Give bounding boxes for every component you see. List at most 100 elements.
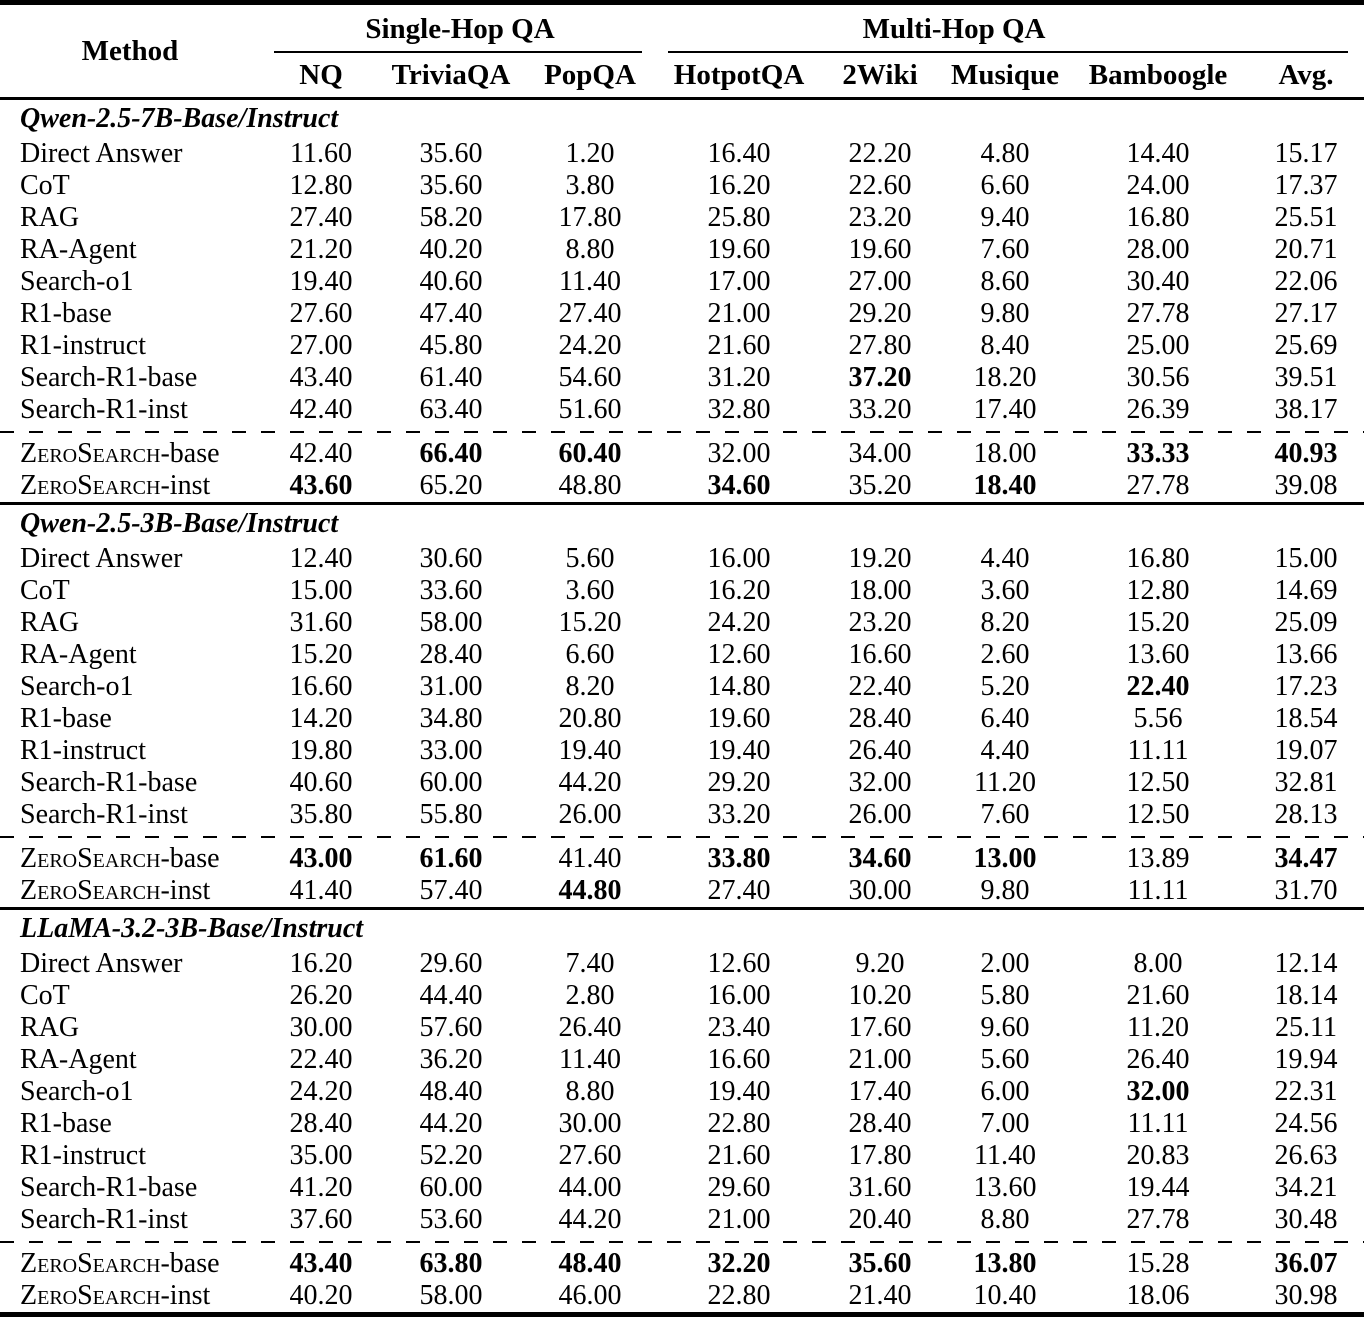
- value-cell: 27.00: [289, 330, 353, 361]
- value-cell: 5.80: [980, 980, 1030, 1011]
- value-cell: 19.20: [848, 543, 912, 574]
- dashed-line: [0, 1241, 1364, 1243]
- value-cell: 35.60: [848, 1248, 912, 1279]
- value-cell: 1.20: [565, 138, 615, 169]
- value-cell: 29.60: [707, 1172, 771, 1203]
- value-cell: 13.80: [973, 1248, 1037, 1279]
- value-cell: 26.40: [558, 1012, 622, 1043]
- table-row: Search-o1 24.20 48.40 8.80 19.40 17.40 6.00 32.…: [0, 1076, 1364, 1108]
- value-cell: 11.60: [290, 138, 352, 169]
- value-cell: 20.71: [1274, 234, 1338, 265]
- value-cell: 21.60: [707, 1140, 771, 1171]
- value-cell: 33.20: [848, 394, 912, 425]
- method-cell: CoT: [20, 575, 70, 606]
- dashed-separator-row: [0, 426, 1364, 438]
- table-row: Search-R1-inst 37.60 53.60 44.20 21.00 20.40 8…: [0, 1204, 1364, 1236]
- method-cell: ZeroSearch-inst: [0, 1280, 260, 1315]
- value-cell: 53.60: [419, 1204, 483, 1235]
- value-cell: 12.50: [1126, 799, 1190, 830]
- value-cell: 28.13: [1274, 799, 1338, 830]
- value-cell: 22.20: [848, 138, 912, 169]
- value-cell: 3.60: [565, 575, 615, 606]
- value-cell: 13.00: [973, 843, 1037, 874]
- value-cell: 8.00: [1133, 948, 1183, 979]
- value-cell: 29.20: [707, 767, 771, 798]
- value-cell: 22.80: [707, 1108, 771, 1139]
- table-row: ZeroSearch-inst 41.40 57.40 44.80 27.40 30.00…: [0, 875, 1364, 909]
- value-cell: 22.40: [848, 671, 912, 702]
- method-cell: Search-R1-inst: [20, 1204, 188, 1235]
- value-cell: 16.20: [289, 948, 353, 979]
- value-cell: 26.20: [289, 980, 353, 1011]
- value-cell: 11.20: [974, 767, 1036, 798]
- value-cell: 17.23: [1274, 671, 1338, 702]
- value-cell: 30.40: [1126, 266, 1190, 297]
- value-cell: 16.00: [707, 980, 771, 1011]
- table-row: Search-R1-base 41.20 60.00 44.00 29.60 31.60 1…: [0, 1172, 1364, 1204]
- value-cell: 4.40: [980, 543, 1030, 574]
- value-cell: 34.47: [1274, 843, 1338, 874]
- value-cell: 5.20: [980, 671, 1030, 702]
- method-cell: Direct Answer: [20, 138, 183, 169]
- method-name-smallcaps: ZeroSearch: [20, 1248, 161, 1279]
- table-row: ZeroSearch-inst 40.20 58.00 46.00 22.80 21.40…: [0, 1280, 1364, 1315]
- value-cell: 27.17: [1274, 298, 1338, 329]
- value-cell: 40.20: [289, 1280, 353, 1311]
- value-cell: 61.40: [419, 362, 483, 393]
- value-cell: 27.40: [558, 298, 622, 329]
- value-cell: 33.60: [419, 575, 483, 606]
- table-row: R1-instruct 19.80 33.00 19.40 19.40 26.40 4.40…: [0, 735, 1364, 767]
- value-cell: 15.00: [1274, 543, 1338, 574]
- value-cell: 21.00: [707, 1204, 771, 1235]
- column-header-triviaqa: TriviaQA: [382, 53, 520, 100]
- table-row: ZeroSearch-base 43.00 61.60 41.40 33.80 34.60…: [0, 843, 1364, 875]
- value-cell: 17.80: [848, 1140, 912, 1171]
- value-cell: 32.00: [848, 767, 912, 798]
- group-header-single-hop: Single-Hop QA: [260, 3, 660, 54]
- value-cell: 12.80: [289, 170, 353, 201]
- value-cell: 15.20: [289, 639, 353, 670]
- value-cell: 30.48: [1274, 1204, 1338, 1235]
- value-cell: 18.06: [1126, 1280, 1190, 1311]
- value-cell: 27.78: [1126, 470, 1190, 501]
- column-header-hotpotqa: HotpotQA: [660, 53, 819, 100]
- method-name-suffix: -base: [160, 843, 220, 874]
- method-cell: Direct Answer: [20, 948, 183, 979]
- value-cell: 65.20: [419, 470, 483, 501]
- value-cell: 36.20: [419, 1044, 483, 1075]
- value-cell: 22.80: [707, 1280, 771, 1311]
- value-cell: 35.00: [289, 1140, 353, 1171]
- value-cell: 26.63: [1274, 1140, 1338, 1171]
- value-cell: 24.00: [1126, 170, 1190, 201]
- value-cell: 11.11: [1127, 875, 1189, 906]
- value-cell: 40.60: [289, 767, 353, 798]
- section-title: Qwen-2.5-7B-Base/Instruct: [20, 103, 339, 134]
- method-cell: CoT: [20, 980, 70, 1011]
- value-cell: 25.69: [1274, 330, 1338, 361]
- method-name-suffix: -inst: [160, 875, 211, 906]
- table-row: Search-R1-base 40.60 60.00 44.20 29.20 32.00 1…: [0, 767, 1364, 799]
- value-cell: 18.14: [1274, 980, 1338, 1011]
- value-cell: 60.00: [419, 767, 483, 798]
- method-cell: R1-instruct: [20, 330, 146, 361]
- value-cell: 29.60: [419, 948, 483, 979]
- value-cell: 44.20: [558, 767, 622, 798]
- method-cell: RAG: [20, 202, 80, 233]
- value-cell: 8.20: [565, 671, 615, 702]
- value-cell: 26.39: [1126, 394, 1190, 425]
- section-title: LLaMA-3.2-3B-Base/Instruct: [0, 907, 1364, 948]
- value-cell: 25.11: [1275, 1012, 1337, 1043]
- value-cell: 26.40: [1126, 1044, 1190, 1075]
- value-cell: 44.80: [558, 875, 622, 906]
- value-cell: 14.69: [1274, 575, 1338, 606]
- value-cell: 28.40: [419, 639, 483, 670]
- column-header-avg: Avg.: [1248, 53, 1364, 100]
- value-cell: 2.80: [565, 980, 615, 1011]
- value-cell: 58.00: [419, 1280, 483, 1311]
- value-cell: 40.20: [419, 234, 483, 265]
- value-cell: 15.00: [289, 575, 353, 606]
- value-cell: 24.20: [707, 607, 771, 638]
- value-cell: 34.00: [848, 438, 912, 469]
- value-cell: 19.40: [707, 1076, 771, 1107]
- table-row: ZeroSearch-inst 43.60 65.20 48.80 34.60 35.20…: [0, 470, 1364, 504]
